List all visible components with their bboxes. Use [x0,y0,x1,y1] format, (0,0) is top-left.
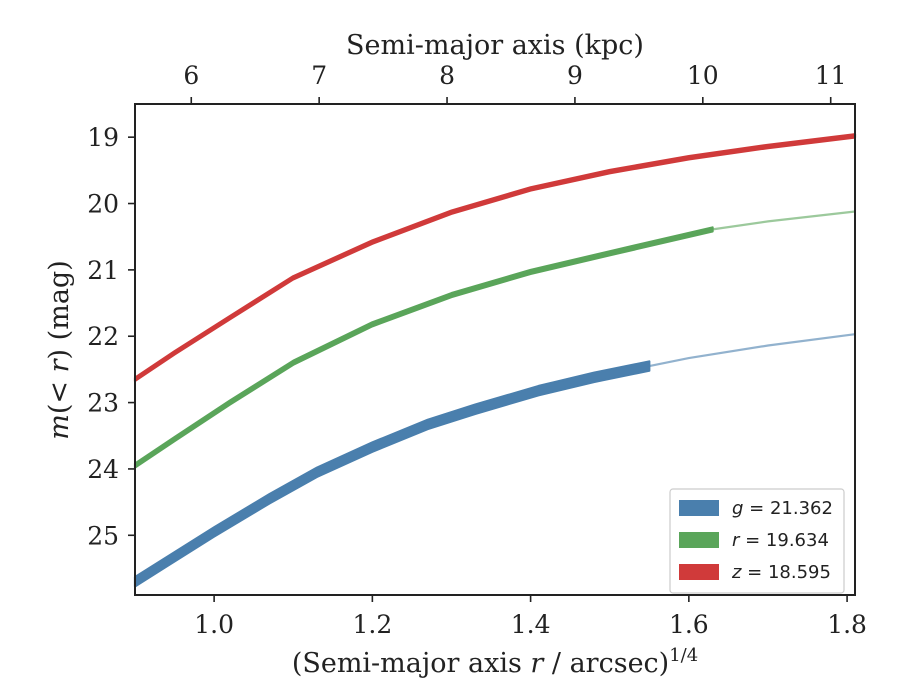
x-tick-label: 1.6 [669,610,709,639]
series-band-g [133,360,651,588]
legend: g = 21.362 r = 19.634 z = 18.595 [669,488,845,594]
top-tick-label: 8 [439,61,455,90]
x-tick-label: 1.2 [352,610,392,639]
y-tick-label: 23 [87,389,119,418]
top-tick-label: 11 [815,61,847,90]
series-extension-r [712,210,856,231]
y-axis-title-var1: m [44,414,75,440]
series-band-z [133,133,857,383]
top-tick-label: 9 [567,61,583,90]
x-axis-title-post: / arcsec) [543,648,669,679]
legend-swatch-z [679,564,719,580]
x-axis-title: (Semi-major axis r / arcsec)1/4 [292,645,698,679]
y-tick-label: 24 [87,455,119,484]
plot-frame [134,103,856,596]
top-tick-label: 6 [183,61,199,90]
x-tick-label: 1.4 [511,610,551,639]
top-tick-label: 7 [311,61,327,90]
y-tick-label: 20 [87,190,119,219]
series-band-r [133,226,714,469]
x-axis-title-pre: (Semi-major axis [292,648,531,679]
x-tick-label: 1.8 [827,610,867,639]
top-axis-title: Semi-major axis (kpc) [346,30,644,61]
y-tick-label: 19 [87,123,119,152]
series-extension-g [649,333,856,368]
legend-label-z: z = 18.595 [731,562,831,583]
y-tick-label: 22 [87,322,119,351]
x-tick-label: 1.0 [194,610,234,639]
y-axis-title: m(< r) (mag) [44,260,75,439]
legend-swatch-r [679,532,719,548]
x-axis-title-superscript: 1/4 [669,645,698,666]
x-axis-title-var: r [530,648,545,679]
top-tick-label: 10 [687,61,719,90]
legend-label-r: r = 19.634 [732,530,829,551]
y-tick-label: 21 [87,256,119,285]
y-axis-title-mid: (< [44,372,75,414]
legend-label-g: g = 21.362 [732,498,833,519]
y-axis-title-var2: r [44,357,75,372]
ticks-layer: 1.0 1.2 1.4 1.6 1.8 19 20 21 22 23 24 25 6 7 8 9 10 11 [87,61,867,639]
y-tick-label: 25 [87,521,119,550]
legend-swatch-g [679,500,719,516]
y-axis-title-post: ) (mag) [44,260,75,359]
